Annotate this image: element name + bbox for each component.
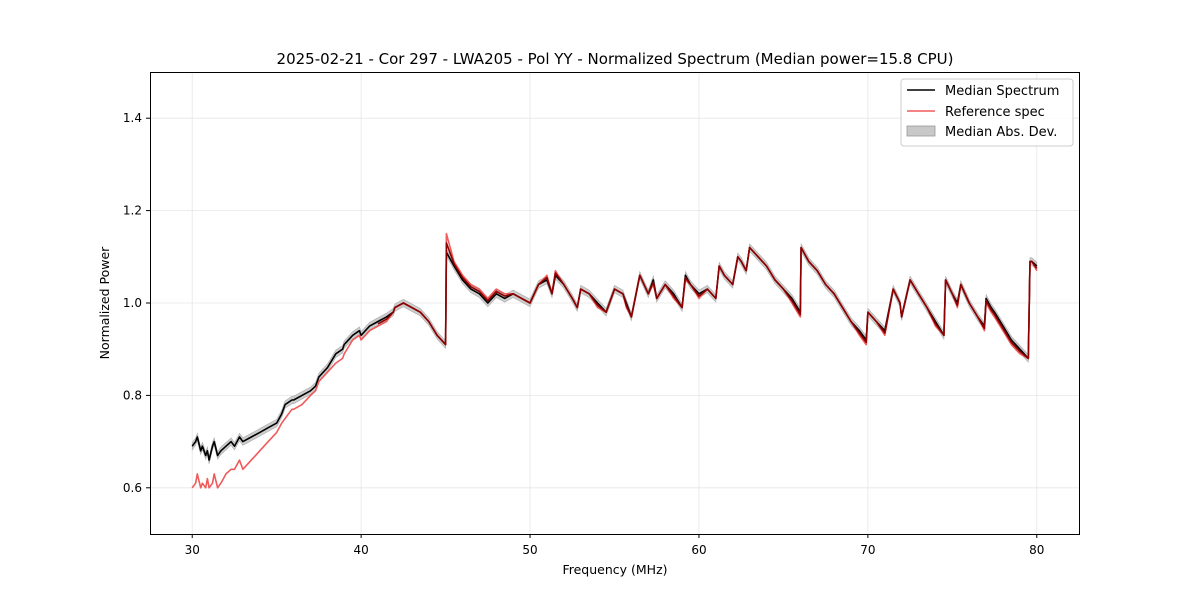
x-tick-label: 60 [691,543,706,557]
y-tick-label: 1.2 [123,204,142,218]
x-tick-label: 70 [860,543,875,557]
legend-mad-swatch [906,125,936,137]
plot-frame [150,72,1080,535]
x-tick-label: 40 [353,543,368,557]
y-tick-label: 0.8 [123,388,142,402]
x-axis-label: Frequency (MHz) [562,562,667,577]
y-tick-label: 1.4 [123,111,142,125]
legend: Median Spectrum Reference spec Median Ab… [900,78,1074,147]
x-tick-label: 50 [522,543,537,557]
data-layer [191,232,1038,489]
overlap-line [377,242,1038,360]
axis-ticks: 30 40 50 60 70 80 0.6 0.8 1.0 1.2 1.4 [123,111,1045,557]
y-tick-label: 1.0 [123,296,142,310]
legend-box [900,78,1074,147]
x-tick-label: 80 [1029,543,1044,557]
legend-reference-label: Reference spec [945,105,1045,120]
legend-median-label: Median Spectrum [945,84,1059,99]
chart-title: 2025-02-21 - Cor 297 - LWA205 - Pol YY -… [277,50,954,68]
x-tick-label: 30 [185,543,200,557]
y-axis-label: Normalized Power [97,246,112,360]
y-tick-label: 0.6 [123,481,142,495]
legend-mad-label: Median Abs. Dev. [945,125,1057,140]
